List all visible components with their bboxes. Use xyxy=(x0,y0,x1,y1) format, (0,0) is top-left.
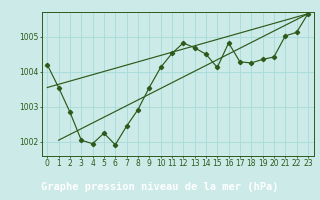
Text: Graphe pression niveau de la mer (hPa): Graphe pression niveau de la mer (hPa) xyxy=(41,181,279,192)
